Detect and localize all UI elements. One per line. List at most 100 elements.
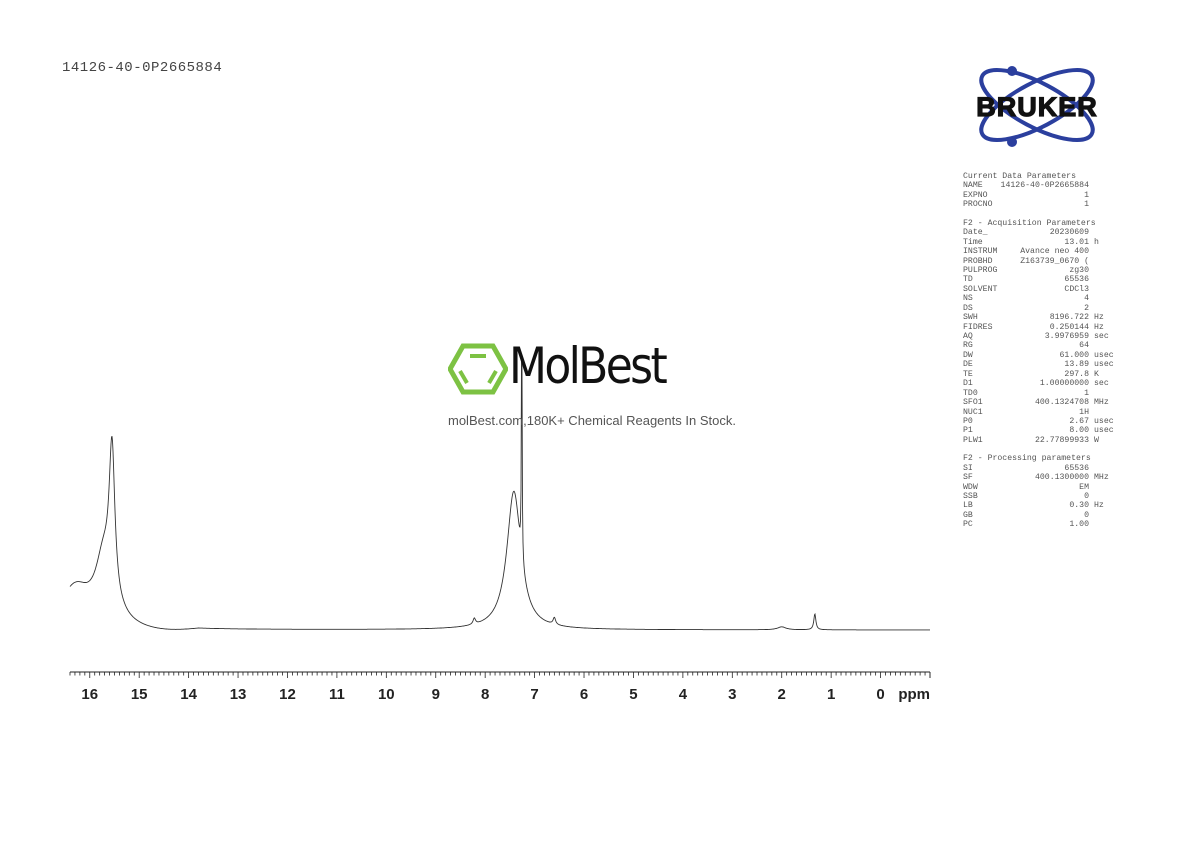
- param-value: 400.1300000: [1034, 473, 1089, 483]
- param-row: DW 61.000 usec: [963, 351, 1123, 360]
- tick-label: 9: [432, 686, 440, 703]
- param-label: PROCNO: [963, 200, 993, 210]
- param-label: SFO1: [963, 398, 983, 408]
- param-label: PC: [963, 520, 973, 530]
- param-unit: h: [1094, 237, 1099, 247]
- tick-label: 5: [629, 686, 637, 703]
- param-value: 2: [1084, 303, 1089, 313]
- param-label: PULPROG: [963, 265, 998, 275]
- tick-label: 7: [530, 686, 538, 703]
- param-row: SOLVENT CDCl3: [963, 285, 1123, 294]
- param-label: DW: [963, 350, 973, 360]
- param-row: EXPNO 1: [963, 191, 1123, 200]
- param-value: 297.8: [1064, 369, 1089, 379]
- molbest-tagline: molBest.com,180K+ Chemical Reagents In S…: [448, 413, 736, 428]
- param-row: SFO1 400.1324708 MHz: [963, 398, 1123, 407]
- param-label: DS: [963, 303, 973, 313]
- param-label: SOLVENT: [963, 284, 998, 294]
- tick-label: 10: [378, 686, 395, 703]
- param-row: NS 4: [963, 294, 1123, 303]
- param-value: 61.000: [1059, 350, 1089, 360]
- param-row: SI 65536: [963, 464, 1123, 473]
- param-section-title: Current Data Parameters: [963, 172, 1077, 181]
- nmr-spectrum: 16 15 14 13 12 11 10 9 8 7 6 5 4 3 2 1 0 ppm: [69, 360, 931, 703]
- param-unit: usec: [1094, 360, 1114, 370]
- param-value: 0: [1084, 510, 1089, 520]
- param-value: 4: [1084, 294, 1089, 304]
- molbest-hexagon-icon: [447, 343, 509, 395]
- param-label: NUC1: [963, 407, 983, 417]
- tick-label: 16: [81, 686, 98, 703]
- param-label: DE: [963, 360, 973, 370]
- param-row: DS 2: [963, 304, 1123, 313]
- param-value: 3.9976959: [1044, 332, 1089, 341]
- param-label: GB: [963, 510, 973, 520]
- param-value: 1.00: [1069, 520, 1089, 530]
- param-value: zg30: [1069, 265, 1089, 275]
- param-row: D1 1.00000000 sec: [963, 379, 1123, 388]
- param-unit: usec: [1094, 426, 1114, 436]
- param-row: SSB 0: [963, 492, 1123, 501]
- param-row: TD0 1: [963, 389, 1123, 398]
- param-label: NS: [963, 294, 973, 304]
- param-row: SWH 8196.722 Hz: [963, 313, 1123, 322]
- param-label: Time: [963, 237, 983, 247]
- param-value: 20230609: [1049, 228, 1089, 238]
- param-row: AQ 3.9976959 sec: [963, 332, 1123, 341]
- param-value: 400.1324708: [1034, 398, 1089, 408]
- param-label: P0: [963, 416, 973, 426]
- param-row: INSTRUM Avance neo 400: [963, 247, 1123, 256]
- param-row: DE 13.89 usec: [963, 360, 1123, 369]
- param-value: Avance neo 400: [1020, 247, 1089, 257]
- param-label: TD: [963, 275, 973, 285]
- param-row: PULPROG zg30: [963, 266, 1123, 275]
- sample-title: 14126-40-0P2665884: [62, 60, 223, 76]
- param-unit: sec: [1094, 332, 1109, 341]
- param-value: 0: [1084, 492, 1089, 501]
- param-row: PROCNO 1: [963, 200, 1123, 209]
- tick-label: 2: [778, 686, 786, 703]
- param-unit: K: [1094, 369, 1099, 379]
- param-value: 1H: [1079, 407, 1089, 417]
- param-value: 22.77899933: [1034, 435, 1089, 445]
- param-label: INSTRUM: [963, 247, 998, 257]
- param-value: 2.67: [1069, 416, 1089, 426]
- param-label: TE: [963, 369, 973, 379]
- param-unit: MHz: [1094, 473, 1109, 483]
- param-row: LB 0.30 Hz: [963, 501, 1123, 510]
- param-unit: usec: [1094, 416, 1114, 426]
- param-row: Time 13.01 h: [963, 238, 1123, 247]
- param-value: 8196.722: [1049, 313, 1089, 323]
- tick-label: 6: [580, 686, 588, 703]
- param-value: 1: [1084, 388, 1089, 398]
- param-value: 14126-40-0P2665884: [1000, 181, 1089, 191]
- tick-label: 13: [230, 686, 247, 703]
- param-label: LB: [963, 501, 973, 511]
- param-row: PLW1 22.77899933 W: [963, 436, 1123, 445]
- param-label: WDW: [963, 482, 978, 492]
- param-row: TD 65536: [963, 275, 1123, 284]
- param-value: 1: [1084, 190, 1089, 200]
- param-value: 13.01: [1064, 237, 1089, 247]
- param-row: PROBHD Z163739_0670 (: [963, 257, 1123, 266]
- param-value: 1: [1084, 200, 1089, 210]
- param-value: 13.89: [1064, 360, 1089, 370]
- param-value: 64: [1079, 341, 1089, 351]
- molbest-logo-text: MolBest: [509, 337, 668, 395]
- param-section-title: F2 - Acquisition Parameters: [963, 218, 1096, 228]
- param-label: PROBHD: [963, 256, 993, 266]
- param-value: 65536: [1064, 463, 1089, 473]
- tick-label: 8: [481, 686, 489, 703]
- tick-label: 4: [679, 686, 688, 703]
- tick-label: 11: [329, 686, 345, 703]
- tick-label: 1: [827, 686, 835, 703]
- acquisition-parameters: Current Data Parameters NAME 14126-40-0P26…: [963, 172, 1123, 539]
- param-unit: usec: [1094, 350, 1114, 360]
- param-row: GB 0: [963, 511, 1123, 520]
- param-label: FIDRES: [963, 322, 993, 332]
- param-value: 65536: [1064, 275, 1089, 285]
- tick-label: 0: [876, 686, 884, 703]
- param-unit: sec: [1094, 379, 1109, 389]
- param-section: F2 - Processing parameters SI 65536 SF 400.1…: [963, 454, 1123, 530]
- param-label: RG: [963, 341, 973, 351]
